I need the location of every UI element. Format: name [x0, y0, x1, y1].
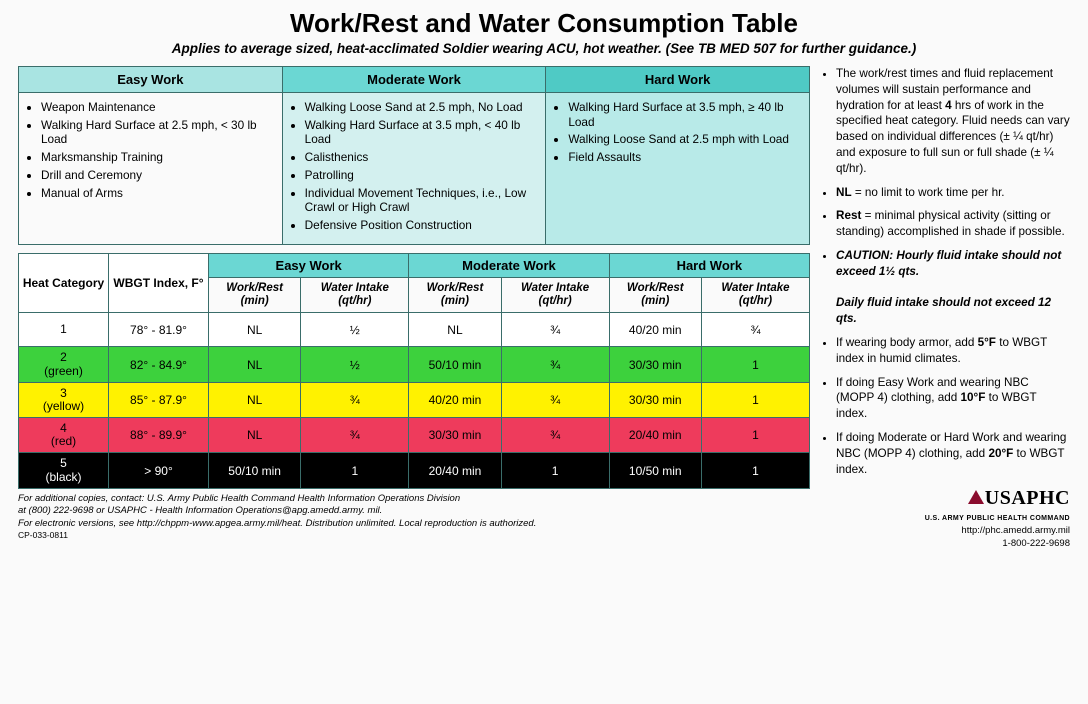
table-row: 4(red)88° - 89.9°NL¾30/30 min¾20/40 min1 — [19, 418, 810, 453]
group-easy-work: Easy Work — [209, 253, 409, 277]
wbgt-cell: 85° - 87.9° — [109, 382, 209, 417]
note-item: If doing Moderate or Hard Work and weari… — [836, 430, 1070, 477]
list-item: Walking Hard Surface at 3.5 mph, ≥ 40 lb… — [568, 100, 801, 129]
mod-water-cell: ¾ — [501, 382, 609, 417]
note-item: If doing Easy Work and wearing NBC (MOPP… — [836, 375, 1070, 422]
list-item: Walking Hard Surface at 3.5 mph, < 40 lb… — [305, 118, 538, 147]
heat-category-cell: 2(green) — [19, 347, 109, 382]
document-id: CP-033-0811 — [18, 530, 68, 540]
sub-easy-water: Water Intake (qt/hr) — [301, 277, 409, 312]
easy-water-cell: ½ — [301, 313, 409, 347]
heat-category-cell: 5(black) — [19, 453, 109, 488]
work-definitions-table: Easy Work Moderate Work Hard Work Weapon… — [18, 66, 810, 245]
list-item: Walking Loose Sand at 2.5 mph, No Load — [305, 100, 538, 115]
mod-workrest-cell: 50/10 min — [409, 347, 501, 382]
easy-water-cell: 1 — [301, 453, 409, 488]
page-subtitle: Applies to average sized, heat-acclimate… — [18, 41, 1070, 56]
hard-workrest-cell: 10/50 min — [609, 453, 701, 488]
table-row: 178° - 81.9°NL½NL¾40/20 min¾ — [19, 313, 810, 347]
easy-water-cell: ¾ — [301, 382, 409, 417]
list-item: Individual Movement Techniques, i.e., Lo… — [305, 186, 538, 215]
list-item: Drill and Ceremony — [41, 168, 274, 183]
hard-workrest-cell: 40/20 min — [609, 313, 701, 347]
hard-workrest-cell: 20/40 min — [609, 418, 701, 453]
footer-text: For additional copies, contact: U.S. Arm… — [18, 493, 810, 542]
list-item: Calisthenics — [305, 150, 538, 165]
list-item: Field Assaults — [568, 150, 801, 165]
easy-workrest-cell: NL — [209, 418, 301, 453]
heat-category-cell: 3(yellow) — [19, 382, 109, 417]
hard-water-cell: ¾ — [701, 313, 809, 347]
page-title: Work/Rest and Water Consumption Table — [18, 8, 1070, 39]
mod-workrest-cell: 40/20 min — [409, 382, 501, 417]
wbgt-cell: 88° - 89.9° — [109, 418, 209, 453]
sub-hard-water: Water Intake (qt/hr) — [701, 277, 809, 312]
heat-category-table: Heat Category WBGT Index, F° Easy Work M… — [18, 253, 810, 489]
group-hard-work: Hard Work — [609, 253, 809, 277]
table-row: 2(green)82° - 84.9°NL½50/10 min¾30/30 mi… — [19, 347, 810, 382]
hard-work-cell: Walking Hard Surface at 3.5 mph, ≥ 40 lb… — [546, 93, 810, 245]
logo-url: http://phc.amedd.army.mil — [961, 525, 1070, 536]
note-item: NL = no limit to work time per hr. — [836, 185, 1070, 201]
heat-category-cell: 1 — [19, 313, 109, 347]
note-item: Rest = minimal physical activity (sittin… — [836, 208, 1070, 240]
list-item: Marksmanship Training — [41, 150, 274, 165]
note-item: If wearing body armor, add 5°F to WBGT i… — [836, 335, 1070, 367]
header-easy-work: Easy Work — [19, 67, 283, 93]
sub-easy-workrest: Work/Rest (min) — [209, 277, 301, 312]
easy-workrest-cell: 50/10 min — [209, 453, 301, 488]
hard-water-cell: 1 — [701, 418, 809, 453]
group-moderate-work: Moderate Work — [409, 253, 609, 277]
logo-block: USAPHC U.S. ARMY PUBLIC HEALTH COMMAND h… — [822, 485, 1070, 550]
wbgt-cell: > 90° — [109, 453, 209, 488]
list-item: Manual of Arms — [41, 186, 274, 201]
easy-workrest-cell: NL — [209, 347, 301, 382]
list-item: Walking Hard Surface at 2.5 mph, < 30 lb… — [41, 118, 274, 147]
list-item: Patrolling — [305, 168, 538, 183]
hard-water-cell: 1 — [701, 453, 809, 488]
logo-name: USAPHC — [985, 487, 1070, 509]
header-hard-work: Hard Work — [546, 67, 810, 93]
note-item: The work/rest times and fluid replacemen… — [836, 66, 1070, 177]
list-item: Defensive Position Construction — [305, 218, 538, 233]
hard-water-cell: 1 — [701, 382, 809, 417]
moderate-work-cell: Walking Loose Sand at 2.5 mph, No Load Wa… — [282, 93, 546, 245]
table-row: 5(black)> 90°50/10 min120/40 min110/50 m… — [19, 453, 810, 488]
sub-hard-workrest: Work/Rest (min) — [609, 277, 701, 312]
list-item: Weapon Maintenance — [41, 100, 274, 115]
mod-water-cell: 1 — [501, 453, 609, 488]
mod-water-cell: ¾ — [501, 313, 609, 347]
hard-workrest-cell: 30/30 min — [609, 347, 701, 382]
col-heat-category: Heat Category — [19, 253, 109, 312]
easy-water-cell: ¾ — [301, 418, 409, 453]
list-item: Walking Loose Sand at 2.5 mph with Load — [568, 132, 801, 147]
mod-workrest-cell: 30/30 min — [409, 418, 501, 453]
heat-category-cell: 4(red) — [19, 418, 109, 453]
note-item: CAUTION: Hourly fluid intake should not … — [836, 248, 1070, 327]
notes-list: The work/rest times and fluid replacemen… — [822, 66, 1070, 477]
header-moderate-work: Moderate Work — [282, 67, 546, 93]
wbgt-cell: 82° - 84.9° — [109, 347, 209, 382]
logo-phone: 1-800-222-9698 — [1002, 538, 1070, 549]
sub-mod-water: Water Intake (qt/hr) — [501, 277, 609, 312]
hard-workrest-cell: 30/30 min — [609, 382, 701, 417]
hard-water-cell: 1 — [701, 347, 809, 382]
mod-workrest-cell: NL — [409, 313, 501, 347]
easy-workrest-cell: NL — [209, 313, 301, 347]
mod-water-cell: ¾ — [501, 347, 609, 382]
col-wbgt-index: WBGT Index, F° — [109, 253, 209, 312]
triangle-icon — [968, 490, 984, 504]
logo-subtitle: U.S. ARMY PUBLIC HEALTH COMMAND — [925, 515, 1070, 522]
sub-mod-workrest: Work/Rest (min) — [409, 277, 501, 312]
mod-water-cell: ¾ — [501, 418, 609, 453]
mod-workrest-cell: 20/40 min — [409, 453, 501, 488]
wbgt-cell: 78° - 81.9° — [109, 313, 209, 347]
easy-water-cell: ½ — [301, 347, 409, 382]
table-row: 3(yellow)85° - 87.9°NL¾40/20 min¾30/30 m… — [19, 382, 810, 417]
easy-work-cell: Weapon Maintenance Walking Hard Surface a… — [19, 93, 283, 245]
easy-workrest-cell: NL — [209, 382, 301, 417]
